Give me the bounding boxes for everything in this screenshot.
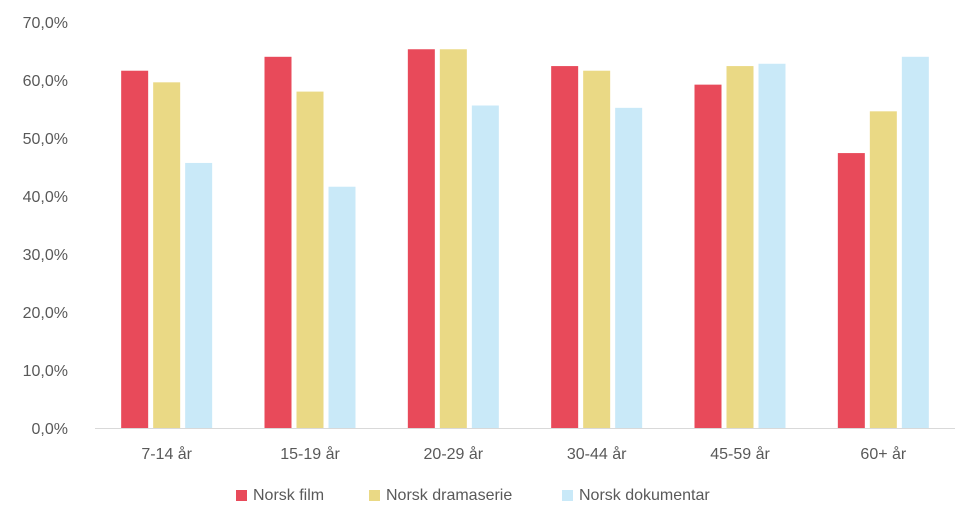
bar-norsk-dramaserie [153, 82, 181, 428]
legend-label: Norsk dokumentar [579, 487, 710, 504]
legend-swatch [369, 490, 380, 501]
bar-norsk-film [837, 153, 865, 428]
bar-norsk-dokumentar [615, 107, 643, 428]
legend-label: Norsk film [253, 487, 324, 504]
bar-norsk-dramaserie [869, 111, 897, 428]
legend-swatch [562, 490, 573, 501]
legend-swatch [236, 490, 247, 501]
bar-norsk-film [551, 66, 579, 428]
bar-norsk-dramaserie [726, 66, 754, 428]
x-axis: 7-14 år 15-19 år 20-29 år 30-44 år 45-59 år 6… [95, 428, 955, 463]
bar-norsk-dramaserie [583, 70, 611, 428]
bar-norsk-film [407, 49, 435, 428]
legend: Norsk film Norsk dramaserie Norsk dokument… [236, 487, 710, 504]
bar-norsk-dokumentar [471, 105, 499, 429]
bar-norsk-dokumentar [758, 63, 786, 428]
x-tick-label: 45-59 år [710, 445, 770, 463]
x-tick-label: 60+ år [860, 445, 906, 463]
bars [121, 49, 929, 429]
bar-norsk-film [694, 84, 722, 428]
y-tick-label: 50,0% [23, 131, 68, 148]
y-tick-label: 70,0% [23, 15, 68, 32]
y-tick-label: 10,0% [23, 363, 68, 380]
legend-label: Norsk dramaserie [386, 487, 512, 504]
bar-norsk-film [264, 56, 292, 429]
bar-norsk-dramaserie [296, 91, 324, 428]
y-tick-label: 60,0% [23, 73, 68, 90]
x-tick-label: 30-44 år [567, 445, 627, 463]
y-tick-label: 20,0% [23, 305, 68, 322]
legend-item: Norsk dramaserie [369, 487, 512, 504]
x-tick-label: 15-19 år [280, 445, 340, 463]
bar-norsk-dokumentar [901, 56, 929, 429]
y-tick-label: 40,0% [23, 189, 68, 206]
y-axis: 0,0% 10,0% 20,0% 30,0% 40,0% 50,0% 60,0% 70,0% [23, 15, 68, 438]
y-tick-label: 0,0% [32, 421, 68, 438]
legend-item: Norsk dokumentar [562, 487, 710, 504]
x-tick-label: 7-14 år [141, 445, 192, 463]
x-tick-label: 20-29 år [424, 445, 484, 463]
legend-item: Norsk film [236, 487, 324, 504]
bar-norsk-dramaserie [439, 49, 467, 428]
bar-norsk-film [121, 70, 149, 428]
bar-norsk-dokumentar [185, 162, 213, 428]
bar-norsk-dokumentar [328, 186, 356, 428]
y-tick-label: 30,0% [23, 247, 68, 264]
